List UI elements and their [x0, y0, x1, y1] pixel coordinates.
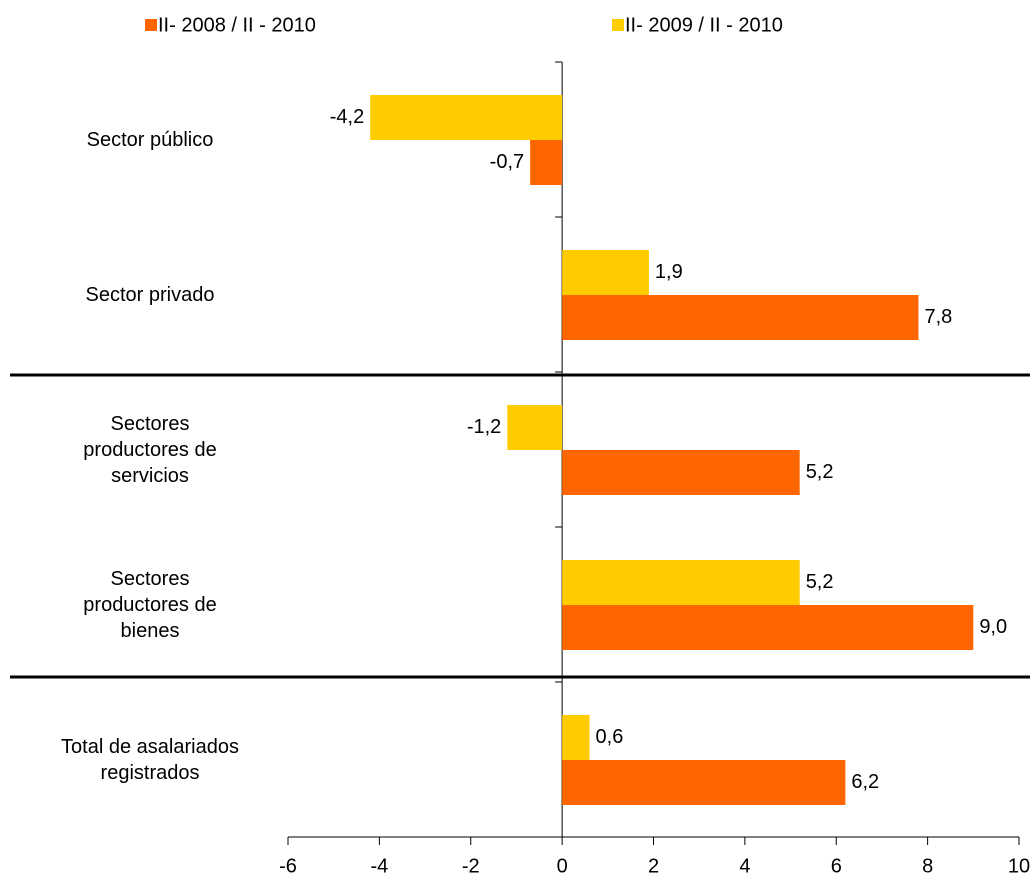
bar: [562, 605, 974, 650]
category-label: Sectores productores de servicios: [83, 412, 217, 487]
bar: [507, 405, 563, 450]
value-label: 7,8: [924, 306, 952, 328]
category-label: Sectores productores de bienes: [83, 567, 217, 642]
x-tick-label: -4: [370, 855, 388, 877]
category-label: Total de asalariados registrados: [61, 735, 239, 784]
value-label: 0,6: [596, 726, 624, 748]
x-tick-label: 10: [1008, 855, 1030, 877]
x-tick-label: -6: [279, 855, 297, 877]
bar: [530, 140, 563, 185]
category-label: Sector privado: [85, 283, 215, 306]
x-tick-label: 2: [648, 855, 659, 877]
legend-label: II- 2009 / II - 2010: [625, 14, 783, 36]
bar: [562, 715, 590, 760]
x-tick-label: 0: [557, 855, 568, 877]
category-label: Sector público: [86, 128, 214, 151]
bar: [562, 450, 800, 495]
x-tick-label: 8: [922, 855, 933, 877]
legend-label: II- 2008 / II - 2010: [158, 14, 316, 36]
x-tick-label: -2: [462, 855, 480, 877]
value-label: -0,7: [490, 151, 524, 173]
bar: [562, 760, 846, 805]
bar: [562, 250, 649, 295]
value-label: 9,0: [979, 616, 1007, 638]
bar: [562, 295, 919, 340]
value-label: 5,2: [806, 571, 834, 593]
value-label: 5,2: [806, 461, 834, 483]
bar: [562, 560, 800, 605]
x-tick-label: 4: [739, 855, 750, 877]
value-label: 6,2: [851, 771, 879, 793]
legend-swatch: [145, 19, 157, 31]
legend-swatch: [612, 19, 624, 31]
x-tick-label: 6: [831, 855, 842, 877]
bar: [370, 95, 563, 140]
value-label: -1,2: [467, 416, 501, 438]
value-label: 1,9: [655, 261, 683, 283]
value-label: -4,2: [330, 106, 364, 128]
